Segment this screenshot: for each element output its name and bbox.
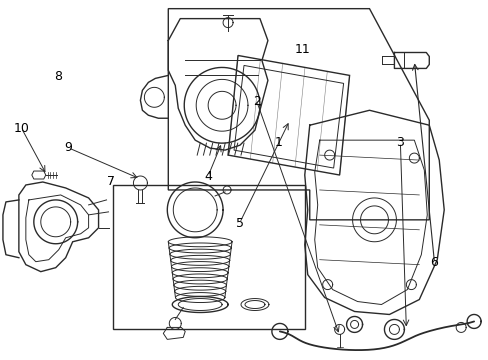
Text: 1: 1	[274, 136, 282, 149]
Text: 8: 8	[54, 69, 62, 82]
Text: 9: 9	[64, 141, 72, 154]
Text: 2: 2	[252, 95, 260, 108]
Text: 5: 5	[235, 216, 243, 230]
Text: 3: 3	[396, 136, 404, 149]
Text: 10: 10	[14, 122, 29, 135]
Text: 6: 6	[429, 256, 438, 269]
Text: 11: 11	[294, 42, 310, 55]
Bar	[112, 185, 304, 329]
Text: 4: 4	[203, 170, 211, 183]
Text: 7: 7	[106, 175, 114, 188]
